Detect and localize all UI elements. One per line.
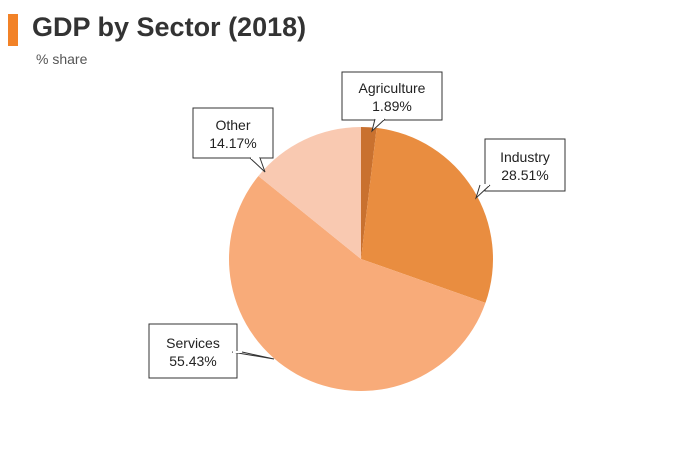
- slice-label: Industry: [500, 149, 550, 165]
- callout-pointer: [231, 351, 275, 360]
- pie-callouts: Agriculture 1.89% Industry 28.51% Services 55…: [148, 71, 566, 379]
- callout-industry: Industry 28.51%: [474, 138, 566, 200]
- slice-label: Other: [215, 117, 250, 133]
- callout-box: [341, 71, 443, 121]
- callout-box: [484, 138, 566, 192]
- callout-services: Services 55.43%: [148, 323, 275, 379]
- pie-slice-industry: [361, 127, 493, 303]
- pie-slices: [228, 127, 493, 392]
- slice-label: Agriculture: [359, 80, 426, 96]
- callout-box: [148, 323, 238, 379]
- chart-subtitle: % share: [36, 51, 88, 67]
- callout-agriculture: Agriculture 1.89%: [341, 71, 443, 133]
- title-accent-bar: [8, 14, 18, 46]
- slice-value-label: 1.89%: [372, 98, 412, 114]
- slice-value-label: 55.43%: [169, 353, 216, 369]
- pie-slice-other: [258, 127, 361, 259]
- callout-box: [192, 107, 274, 159]
- chart-title: GDP by Sector (2018): [32, 12, 307, 42]
- pie-slice-services: [228, 175, 486, 392]
- callout-pointer: [474, 184, 491, 200]
- slice-label: Services: [166, 335, 220, 351]
- callout-other: Other 14.17%: [192, 107, 274, 173]
- slice-value-label: 28.51%: [501, 167, 548, 183]
- pie-slice-agriculture: [361, 127, 377, 259]
- callout-pointer: [371, 118, 386, 133]
- slice-value-label: 14.17%: [209, 135, 256, 151]
- callout-pointer: [249, 157, 266, 173]
